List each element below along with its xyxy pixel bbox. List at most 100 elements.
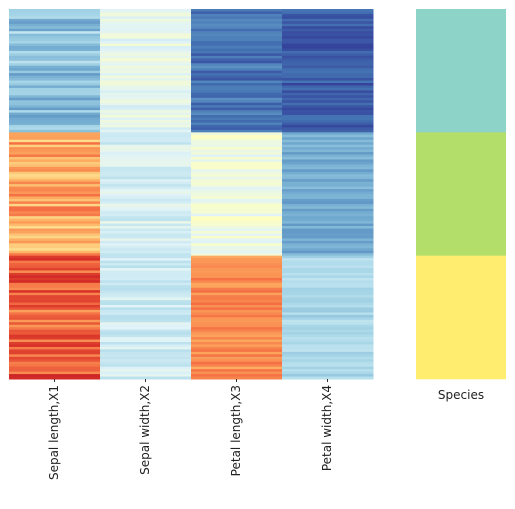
heatmap-cell — [100, 302, 192, 306]
heatmap-cell — [191, 63, 283, 67]
heatmap-cell — [100, 292, 192, 296]
heatmap-cell — [282, 339, 374, 343]
heatmap-cell — [282, 226, 374, 230]
heatmap-cell — [191, 191, 283, 195]
heatmap-cell — [191, 290, 283, 294]
heatmap-cell — [9, 297, 101, 301]
heatmap-cell — [9, 43, 101, 47]
x-tick-label: Petal length,X3 — [229, 385, 243, 476]
heatmap-cell — [191, 75, 283, 79]
heatmap-cell — [9, 50, 101, 54]
heatmap-cell — [9, 115, 101, 119]
heatmap-cell — [9, 171, 101, 175]
heatmap-cell — [282, 376, 374, 380]
heatmap-cell — [100, 206, 192, 210]
heatmap-cell — [100, 226, 192, 230]
heatmap-cell — [282, 211, 374, 215]
heatmap-cell — [9, 342, 101, 345]
heatmap-cell — [282, 112, 374, 116]
heatmap-cell — [9, 305, 101, 308]
heatmap-cell — [100, 295, 192, 299]
heatmap-cell — [191, 184, 283, 188]
heatmap-cell — [100, 73, 192, 77]
heatmap-cell — [100, 231, 192, 234]
heatmap-cell — [282, 361, 374, 365]
heatmap-cell — [100, 127, 192, 131]
heatmap-cell — [191, 255, 283, 259]
heatmap-cell — [100, 364, 192, 368]
heatmap-cell — [191, 238, 283, 242]
heatmap-cell — [282, 152, 374, 156]
heatmap-cell — [282, 92, 374, 96]
heatmap-cell — [282, 218, 374, 222]
heatmap-cell — [9, 376, 101, 380]
heatmap-cell — [191, 159, 283, 163]
heatmap-cell — [9, 92, 101, 96]
heatmap-cell — [282, 149, 374, 153]
heatmap-cell — [100, 55, 192, 59]
heatmap-cell — [191, 50, 283, 54]
heatmap-cell — [191, 90, 283, 94]
heatmap-cell — [191, 285, 283, 289]
heatmap-cell — [282, 265, 374, 269]
heatmap-cell — [100, 351, 192, 355]
heatmap-cell — [191, 129, 283, 133]
heatmap-cell — [100, 166, 192, 170]
heatmap-cell — [9, 349, 101, 353]
heatmap-cell — [282, 41, 374, 45]
heatmap-cell — [282, 144, 374, 148]
heatmap-cell — [100, 270, 192, 274]
heatmap-cell — [9, 87, 101, 91]
heatmap-cell — [9, 154, 101, 158]
heatmap-cell — [9, 117, 101, 121]
heatmap-cell — [9, 243, 101, 247]
heatmap-cell — [9, 317, 101, 321]
heatmap-cell — [100, 189, 192, 193]
heatmap-cell — [100, 120, 192, 123]
heatmap-cell — [191, 144, 283, 148]
heatmap-cell — [191, 272, 283, 276]
heatmap-cell — [282, 87, 374, 91]
heatmap-cell — [282, 169, 374, 173]
heatmap-cell — [282, 139, 374, 143]
main-heatmap — [9, 9, 374, 380]
heatmap-cell — [9, 53, 101, 57]
heatmap-cell — [191, 122, 283, 126]
heatmap-cell — [9, 147, 101, 151]
heatmap-cell — [9, 319, 101, 323]
heatmap-cell — [282, 359, 374, 363]
heatmap-cell — [191, 354, 283, 358]
heatmap-cell — [282, 297, 374, 301]
heatmap-cell — [9, 346, 101, 350]
heatmap-cell — [191, 134, 283, 138]
heatmap-cell — [9, 176, 101, 180]
heatmap-cell — [100, 319, 192, 323]
heatmap-cell — [9, 102, 101, 106]
heatmap-cell — [191, 359, 283, 363]
heatmap-cell — [282, 255, 374, 259]
heatmap-cell — [9, 371, 101, 375]
heatmap-cell — [282, 164, 374, 168]
heatmap-cell — [282, 53, 374, 57]
heatmap-cell — [191, 38, 283, 42]
heatmap-cell — [9, 13, 101, 17]
heatmap-cell — [191, 317, 283, 321]
heatmap-cell — [191, 245, 283, 249]
heatmap-cell — [9, 275, 101, 279]
heatmap-cell — [282, 159, 374, 163]
heatmap-cell — [9, 282, 101, 286]
heatmap-cell — [9, 149, 101, 153]
heatmap-cell — [100, 344, 192, 348]
heatmap-cell — [282, 356, 374, 360]
species-tick-label: Species — [438, 388, 484, 402]
heatmap-cell — [191, 68, 283, 72]
heatmap-cell — [282, 351, 374, 355]
heatmap-cell — [9, 300, 101, 304]
heatmap-cell — [191, 374, 283, 378]
heatmap-cell — [191, 302, 283, 306]
heatmap-cell — [9, 21, 101, 25]
heatmap-cell — [100, 102, 192, 106]
heatmap-cell — [9, 70, 101, 74]
heatmap-cell — [191, 196, 283, 200]
